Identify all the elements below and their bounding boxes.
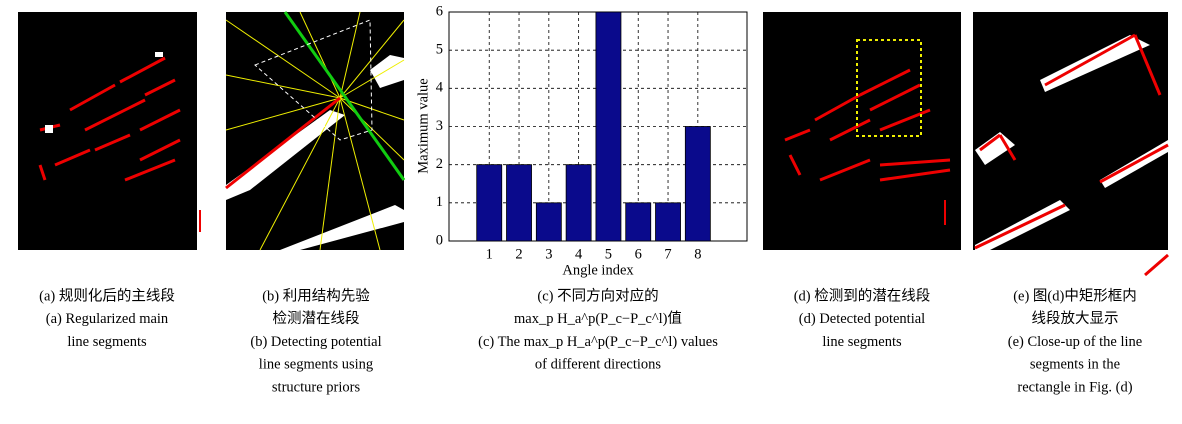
y-axis-label: Maximum value	[415, 78, 431, 173]
bar	[685, 127, 710, 242]
image-e	[973, 12, 1168, 275]
x-axis-label: Angle index	[562, 262, 634, 278]
figure: Angle index Maximum value (a) 规则化后的主线段 (a…	[0, 0, 1182, 419]
caption-line: (c) The max_p H_a^p(P_c−P_c^l) values	[478, 334, 718, 350]
y-tick-label: 2	[436, 156, 443, 172]
y-tick-label: 1	[436, 194, 443, 210]
caption-line: (a) 规则化后的主线段	[39, 287, 175, 304]
x-tick-label: 3	[545, 246, 552, 262]
image-d	[763, 12, 961, 250]
caption-line: line segments	[67, 334, 147, 350]
caption-line: of different directions	[535, 357, 662, 373]
bar	[566, 165, 591, 241]
bar	[596, 12, 621, 241]
caption-line: (a) Regularized main	[46, 311, 169, 327]
caption-line: (e) Close-up of the line	[1008, 334, 1143, 350]
caption-line: (d) Detected potential	[799, 311, 925, 327]
x-tick-label: 4	[575, 246, 583, 262]
x-tick-label: 8	[694, 246, 701, 262]
caption-line: (e) 图(d)中矩形框内	[1013, 287, 1137, 304]
image-a	[18, 12, 200, 250]
x-tick-label: 6	[635, 246, 642, 262]
bar	[656, 203, 681, 241]
caption-line: rectangle in Fig. (d)	[1017, 380, 1132, 396]
caption-line: 线段放大显示	[1032, 310, 1119, 327]
caption-line: line segments	[822, 334, 902, 350]
y-tick-label: 6	[436, 3, 443, 19]
y-tick-label: 0	[436, 232, 443, 248]
bar	[477, 165, 502, 241]
caption-line: (b) 利用结构先验	[262, 287, 370, 304]
caption-line: (c) 不同方向对应的	[537, 286, 658, 304]
y-tick-label: 3	[436, 118, 443, 134]
image-b	[226, 12, 404, 250]
y-tick-label: 5	[436, 41, 443, 57]
x-tick-label: 5	[605, 246, 612, 262]
caption-line: segments in the	[1030, 357, 1120, 373]
y-tick-label: 4	[436, 80, 444, 96]
bar	[507, 165, 532, 241]
x-tick-label: 7	[664, 246, 671, 262]
bar	[626, 203, 651, 241]
caption-line: max_p H_a^p(P_c−P_c^l)值	[514, 310, 682, 327]
caption-line: (b) Detecting potential	[250, 334, 381, 350]
caption-line: structure priors	[272, 380, 361, 396]
caption-line: 检测潜在线段	[273, 310, 360, 327]
bar	[536, 203, 561, 241]
x-tick-label: 2	[515, 246, 522, 262]
caption-line: (d) 检测到的潜在线段	[794, 287, 931, 304]
caption-line: line segments using	[259, 357, 373, 373]
x-tick-label: 1	[486, 246, 493, 262]
